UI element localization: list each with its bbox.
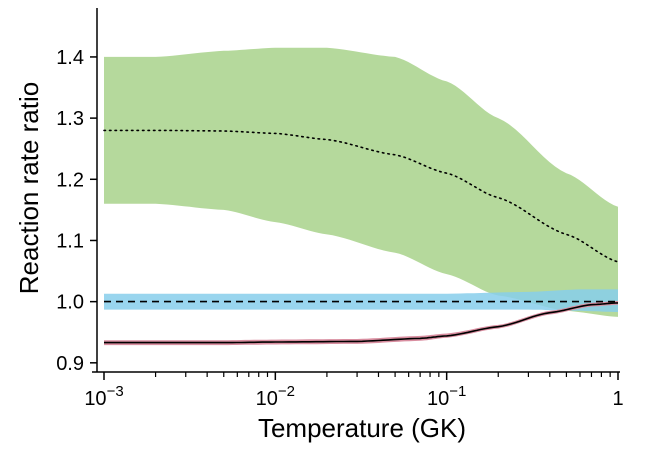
y-axis-title: Reaction rate ratio: [14, 82, 44, 294]
y-tick-label: 1.4: [56, 47, 84, 69]
solid-line: [104, 302, 619, 344]
x-tick-label: 1: [612, 388, 623, 410]
y-tick-label: 1.1: [56, 230, 84, 252]
y-tick-label: 1.2: [56, 169, 84, 191]
y-tick-label: 0.9: [56, 353, 84, 375]
uncertainty-band-2: [104, 289, 618, 312]
y-axis-ticks: 0.9 1.0 1.1 1.2 1.3 1.4: [56, 47, 97, 375]
x-axis-title: Temperature (GK): [258, 413, 466, 443]
x-tick-label: 10−2: [256, 383, 295, 410]
y-tick-label: 1.3: [56, 108, 84, 130]
x-tick-label: 10−1: [427, 383, 466, 410]
dotted-line: [103, 129, 619, 263]
y-tick-label: 1.0: [56, 292, 84, 314]
series-lines: [103, 129, 619, 344]
x-axis-ticks: 10−3 10−2 10−1 1: [84, 372, 624, 410]
x-tick-label: 10−3: [84, 383, 123, 410]
uncertainty-bands: [104, 47, 618, 346]
uncertainty-band-1: [104, 47, 618, 317]
